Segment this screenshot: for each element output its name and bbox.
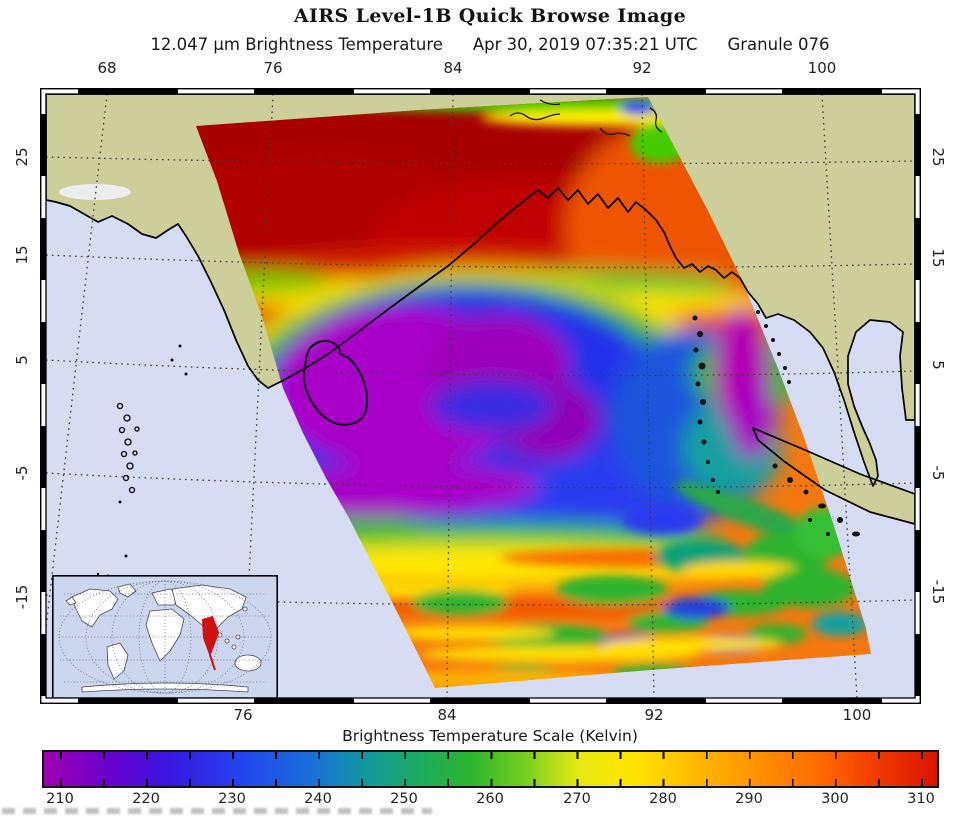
lon-tick-bottom-84: 84 <box>437 706 457 724</box>
lat-tick-left-5: 5 <box>13 355 31 365</box>
page-title: AIRS Level-1B Quick Browse Image <box>293 5 687 27</box>
graticule <box>37 93 916 699</box>
lon-tick-top-92: 92 <box>632 59 652 77</box>
small-islands <box>96 310 860 578</box>
lat-tick-left-25: 25 <box>13 147 31 167</box>
subtitle-row: 12.047 μm Brightness Temperature Apr 30,… <box>20 35 959 54</box>
lat-tick-right-m5: -5 <box>929 465 947 481</box>
subtitle-granule: Granule 076 <box>727 35 830 54</box>
colorbar-gradient <box>42 750 939 788</box>
colorbar-label-220: 220 <box>132 791 160 807</box>
land-fill <box>46 94 915 524</box>
colorbar-label-250: 250 <box>390 791 418 807</box>
lon-tick-bottom-100: 100 <box>842 706 872 724</box>
lat-tick-left-m5: -5 <box>13 465 31 481</box>
lat-tick-left-15: 15 <box>13 245 31 265</box>
lon-tick-bottom-92: 92 <box>644 706 664 724</box>
inset-swath-marker <box>202 616 219 671</box>
colorbar-label-280: 280 <box>649 791 677 807</box>
cropped-caption-strip <box>2 808 432 814</box>
colorbar-label-290: 290 <box>735 791 763 807</box>
colorbar-label-310: 310 <box>907 791 935 807</box>
inset-graticule <box>58 580 272 694</box>
lat-tick-right-5: 5 <box>929 360 947 370</box>
lat-tick-left-m15: -15 <box>13 584 31 610</box>
colorbar-label-300: 300 <box>821 791 849 807</box>
subtitle-product: 12.047 μm Brightness Temperature <box>150 35 443 54</box>
colorbar-label-230: 230 <box>218 791 246 807</box>
world-inset <box>52 575 278 700</box>
maldives-atolls <box>116 402 140 494</box>
colorbar-ticks-top <box>60 752 923 759</box>
river-squiggles <box>509 99 663 137</box>
lon-tick-bottom-76: 76 <box>233 706 253 724</box>
colorbar-ticks-bottom <box>60 779 923 786</box>
map-svg <box>37 87 921 704</box>
lon-tick-top-68: 68 <box>97 59 117 77</box>
lon-tick-top-100: 100 <box>807 59 837 77</box>
lat-tick-right-m15: -15 <box>929 579 947 605</box>
lon-tick-top-76: 76 <box>263 59 283 77</box>
lon-tick-top-84: 84 <box>443 59 463 77</box>
colorbar-label-270: 270 <box>563 791 591 807</box>
colorbar-title: Brightness Temperature Scale (Kelvin) <box>342 727 638 745</box>
lat-tick-right-15: 15 <box>929 248 947 268</box>
inset-continents <box>65 583 262 693</box>
map-canvas <box>37 87 921 704</box>
colorbar-label-240: 240 <box>304 791 332 807</box>
colorbar-label-260: 260 <box>476 791 504 807</box>
lat-tick-right-25: 25 <box>929 147 947 167</box>
map-frame <box>39 87 921 704</box>
colorbar-label-210: 210 <box>46 791 74 807</box>
subtitle-datetime: Apr 30, 2019 07:35:21 UTC <box>472 35 698 54</box>
